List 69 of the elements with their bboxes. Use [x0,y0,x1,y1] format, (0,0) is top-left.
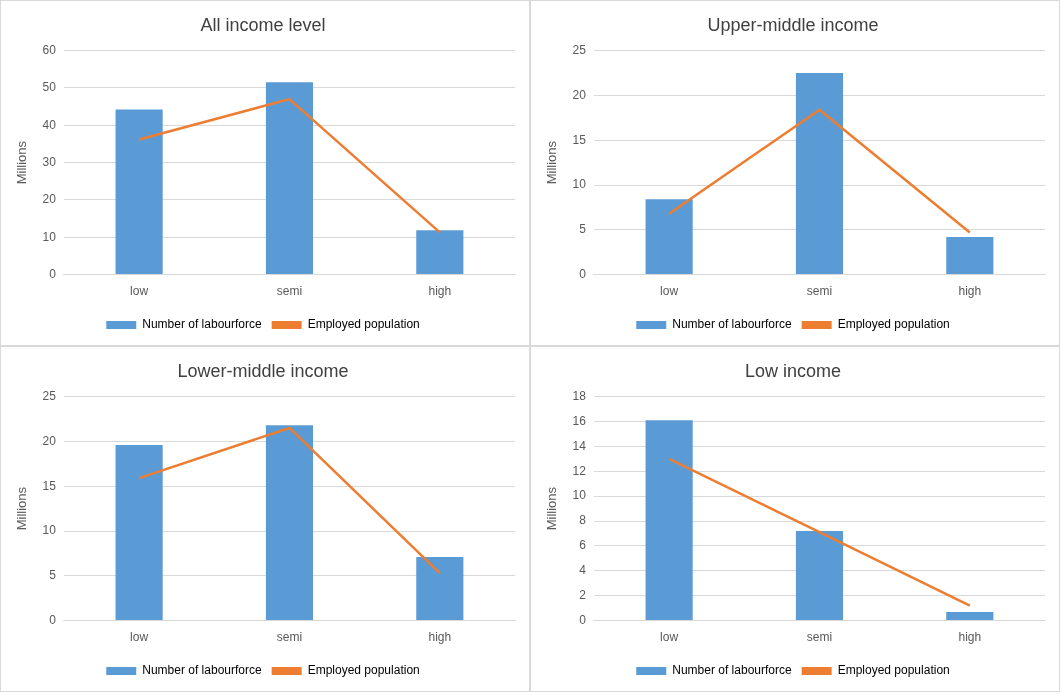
y-axis-title: Millions [14,140,30,185]
y-tick-label: 10 [572,488,587,503]
y-tick-label: 20 [42,192,57,207]
bar [265,82,314,275]
bar [416,556,464,621]
x-tick-label: high [958,630,982,645]
x-tick-label: semi [806,284,833,299]
bar [946,611,994,621]
y-tick-label: 50 [42,80,57,95]
x-tick-label: low [130,630,149,645]
bar [416,230,464,275]
x-tick-label: semi [276,630,303,645]
y-tick-label: 0 [49,266,57,281]
legend-label: Number of labourforce [142,663,262,678]
y-tick-label: 20 [42,433,57,448]
y-axis-title: Millions [544,140,560,185]
y-tick-label: 30 [42,154,57,169]
y-tick-label: 8 [579,513,587,528]
y-tick-label: 10 [42,229,57,244]
legend-label: Employed population [837,663,950,678]
y-tick-label: 0 [49,612,57,627]
chart-title: Low income [744,360,842,381]
legend-label: Employed population [307,663,420,678]
legend-label: Employed population [837,317,950,332]
y-tick-label: 5 [49,568,57,583]
y-tick-label: 15 [572,132,587,147]
y-tick-label: 60 [42,42,57,57]
y-tick-label: 40 [42,117,57,132]
legend-label: Number of labourforce [672,663,792,678]
legend-label: Number of labourforce [142,317,262,332]
bar [115,444,163,621]
x-tick-label: high [958,284,982,299]
y-tick-label: 2 [579,588,587,603]
y-tick-label: 25 [42,388,57,403]
y-axis-title: Millions [14,486,30,531]
chart-title: All income level [200,14,326,35]
chart-title: Upper-middle income [707,14,879,35]
x-tick-label: semi [276,284,303,299]
y-tick-label: 0 [579,612,587,627]
bar [795,73,844,275]
y-tick-label: 4 [579,563,587,578]
y-tick-label: 16 [572,413,587,428]
x-tick-label: low [660,630,679,645]
y-tick-label: 10 [42,523,57,538]
y-axis-title: Millions [544,486,560,531]
y-tick-label: 12 [572,463,587,478]
bar [265,425,314,621]
y-tick-label: 20 [572,87,587,102]
x-tick-label: semi [806,630,833,645]
y-tick-label: 10 [572,177,587,192]
y-tick-label: 0 [579,266,587,281]
y-tick-label: 18 [572,388,587,403]
x-tick-label: low [130,284,149,299]
x-tick-label: high [428,284,452,299]
bar [645,199,693,275]
x-tick-label: low [660,284,679,299]
bar [645,420,693,621]
y-tick-label: 15 [42,478,57,493]
legend-label: Number of labourforce [672,317,792,332]
legend-label: Employed population [307,317,420,332]
bar [795,531,844,621]
bar [946,236,994,275]
y-tick-label: 6 [579,538,587,553]
y-tick-label: 25 [572,42,587,57]
chart-title: Lower-middle income [177,360,349,381]
bar [115,109,163,275]
x-tick-label: high [428,630,452,645]
y-tick-label: 5 [579,222,587,237]
y-tick-label: 14 [572,438,587,453]
